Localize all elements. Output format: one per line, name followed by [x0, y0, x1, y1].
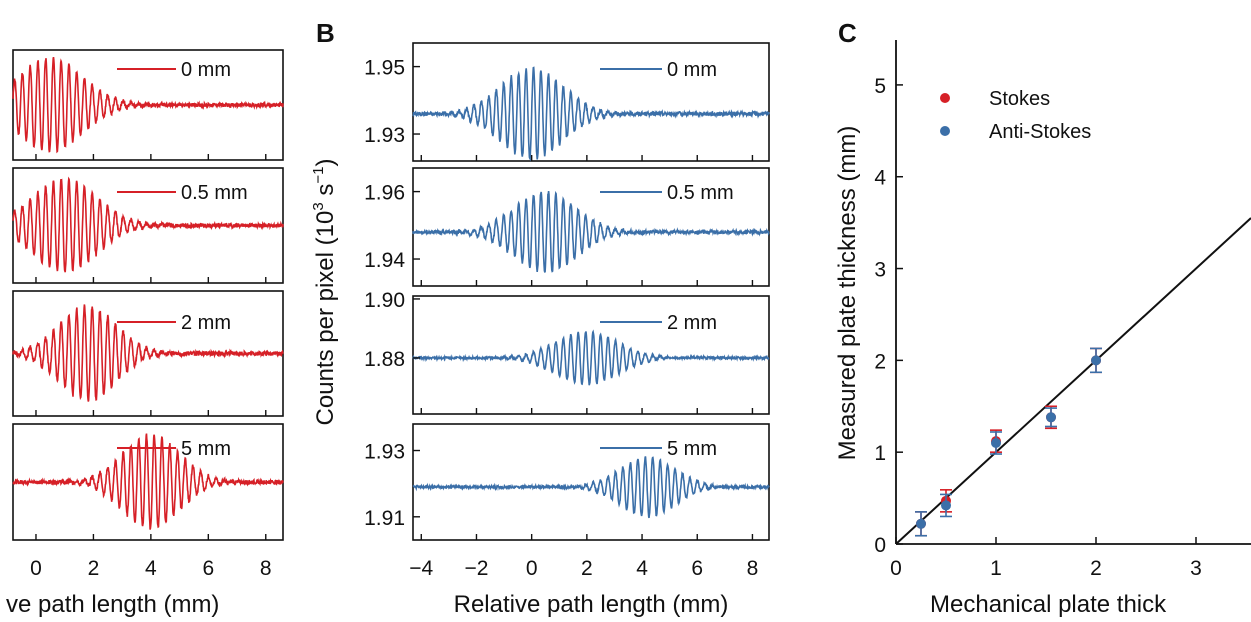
- panel-b-letter: B: [316, 18, 335, 48]
- panel-a-legend-label-2mm: 2 mm: [181, 312, 231, 334]
- panel-b-subplot-5mm: 5 mm 1.93 1.91: [364, 423, 770, 541]
- panel-c-y-tick-label: 1: [874, 442, 886, 465]
- panel-c-x-tick-label: 1: [990, 557, 1002, 580]
- panel-b-y-ticks-2mm: 1.90 1.88: [364, 289, 420, 371]
- panel-b-subplot-0mm: 0 mm 1.95 1.93: [364, 42, 770, 162]
- panel-b-x-tick-label: 2: [581, 557, 593, 580]
- panel-a-legend-label-0mm: 0 mm: [181, 59, 231, 81]
- panel-b-frame-5mm: [412, 423, 770, 541]
- panel-a-subplot-2mm: 2 mm: [12, 290, 284, 417]
- panel-b-y-ticks-0mm: 1.95 1.93: [364, 57, 420, 147]
- panel-c-points: [915, 347, 1102, 537]
- panel-c-x-ticks: 0 1 2 3: [890, 537, 1202, 580]
- panel-a-x-ticks: 0 2 4 6 8: [30, 557, 271, 580]
- panel-c-y-axis-label: Measured plate thickness (mm): [834, 126, 861, 461]
- panel-b-series-2mm: [412, 329, 770, 386]
- panel-b-x-tick-label: −2: [464, 557, 488, 580]
- panel-b-subplot-0.5mm: 0.5 mm 1.96 1.94: [364, 167, 770, 287]
- panel-b-y-tick-label: 1.90: [364, 289, 405, 312]
- panel-b-y-axis-label: Counts per pixel (103 s−1): [310, 159, 339, 426]
- panel-b-y-tick-label: 1.91: [364, 507, 405, 530]
- panel-a: 0 mm 0.5 mm 2 mm 5 mm 0 2 4 6 8 ve path leng…: [6, 49, 284, 618]
- panel-b-y-label-main: Counts per pixel (10: [312, 211, 339, 426]
- panel-a-series-2mm: [12, 304, 284, 402]
- panel-b-subplot-2mm: 2 mm 1.90 1.88: [364, 289, 770, 415]
- panel-c-point-anti-stokes: [991, 438, 1001, 448]
- panel-b-y-label-mid: s: [312, 184, 339, 203]
- panel-b-legend-label-2mm: 2 mm: [667, 312, 717, 334]
- panel-c-y-tick-label: 0: [874, 534, 886, 557]
- panel-c-y-tick-label: 2: [874, 350, 886, 373]
- panel-c-point-anti-stokes: [1091, 355, 1101, 366]
- panel-a-series-5mm: [12, 433, 284, 530]
- panel-c-letter: C: [838, 18, 857, 48]
- panel-b-y-tick-label: 1.93: [364, 124, 405, 147]
- panel-b-x-tick-label: 8: [747, 557, 759, 580]
- panel-b-y-tick-label: 1.93: [364, 441, 405, 464]
- panel-c-x-tick-label: 3: [1190, 557, 1202, 580]
- panel-a-subplot-0.5mm: 0.5 mm: [12, 167, 284, 284]
- panel-c-x-tick-label: 2: [1090, 557, 1102, 580]
- panel-b-frame-0mm: [412, 42, 770, 162]
- panel-a-legend-label-0.5mm: 0.5 mm: [181, 182, 248, 204]
- panel-a-series-0.5mm: [12, 176, 284, 273]
- panel-b-y-ticks-5mm: 1.93 1.91: [364, 441, 420, 530]
- panel-c-point-anti-stokes: [1046, 412, 1056, 423]
- panel-c-point-anti-stokes: [941, 500, 951, 511]
- panel-c-point-anti-stokes: [916, 518, 926, 529]
- panel-c-x-axis-label: Mechanical plate thick: [930, 591, 1167, 618]
- panel-b-y-label-end: ): [312, 159, 339, 167]
- panel-b-y-label-sup2: −1: [310, 167, 327, 184]
- panel-b-x-axis-label: Relative path length (mm): [454, 591, 729, 618]
- panel-b-x-tick-label: 6: [691, 557, 703, 580]
- panel-c-legend-label-stokes: Stokes: [989, 88, 1050, 110]
- panel-b-legend-label-0mm: 0 mm: [667, 59, 717, 81]
- panel-b-x-ticks: −4 −2 0 2 4 6 8: [409, 557, 758, 580]
- panel-b-y-label-sup1: 3: [310, 202, 327, 210]
- panel-b-legend-label-5mm: 5 mm: [667, 438, 717, 460]
- panel-c-y-tick-label: 4: [874, 167, 886, 190]
- panel-a-x-axis-label: ve path length (mm): [6, 591, 219, 618]
- panel-a-legend-label-5mm: 5 mm: [181, 438, 231, 460]
- panel-b-series-0.5mm: [412, 190, 770, 273]
- panel-b-frame-2mm: [412, 295, 770, 415]
- panel-b-y-tick-label: 1.94: [364, 249, 405, 272]
- panel-a-subplot-5mm: 5 mm: [12, 423, 284, 541]
- panel-a-series-0mm: [12, 56, 284, 154]
- panel-a-x-tick-label: 2: [88, 557, 100, 580]
- panel-c-legend-marker-stokes: [940, 93, 950, 103]
- panel-c-y-ticks: 0 1 2 3 4 5: [874, 75, 903, 557]
- panel-b-series-0mm: [412, 66, 770, 162]
- panel-b-y-tick-label: 1.95: [364, 57, 405, 80]
- panel-b-y-tick-label: 1.88: [364, 348, 405, 371]
- panel-b-x-tick-label: −4: [409, 557, 433, 580]
- panel-c-legend-marker-anti-stokes: [940, 126, 950, 136]
- panel-b-x-tick-label: 0: [526, 557, 538, 580]
- panel-a-x-tick-label: 8: [260, 557, 272, 580]
- panel-c-y-tick-label: 3: [874, 259, 886, 282]
- panel-b-y-tick-label: 1.96: [364, 182, 405, 205]
- panel-a-x-tick-label: 6: [202, 557, 214, 580]
- panel-b-legend-label-0.5mm: 0.5 mm: [667, 182, 734, 204]
- panel-c: C 0 1 2 3 4 5 0 1 2 3 Stokes Anti-Stokes Measure…: [834, 18, 1251, 618]
- panel-b-series-5mm: [412, 456, 770, 519]
- panel-b-x-tick-label: 4: [636, 557, 648, 580]
- panel-c-x-tick-label: 0: [890, 557, 902, 580]
- panel-b-y-ticks-0.5mm: 1.96 1.94: [364, 182, 420, 272]
- panel-a-x-tick-label: 4: [145, 557, 157, 580]
- panel-c-legend-label-anti-stokes: Anti-Stokes: [989, 121, 1091, 143]
- panel-c-y-tick-label: 5: [874, 75, 886, 98]
- panel-a-subplot-0mm: 0 mm: [12, 49, 284, 161]
- panel-b-frame-0.5mm: [412, 167, 770, 287]
- panel-b: B 0 mm 1.95 1.93 0.5 mm 1.96 1.94 2 mm 1.9…: [310, 18, 770, 618]
- panel-a-x-tick-label: 0: [30, 557, 42, 580]
- panel-c-fit-line: [895, 217, 1251, 545]
